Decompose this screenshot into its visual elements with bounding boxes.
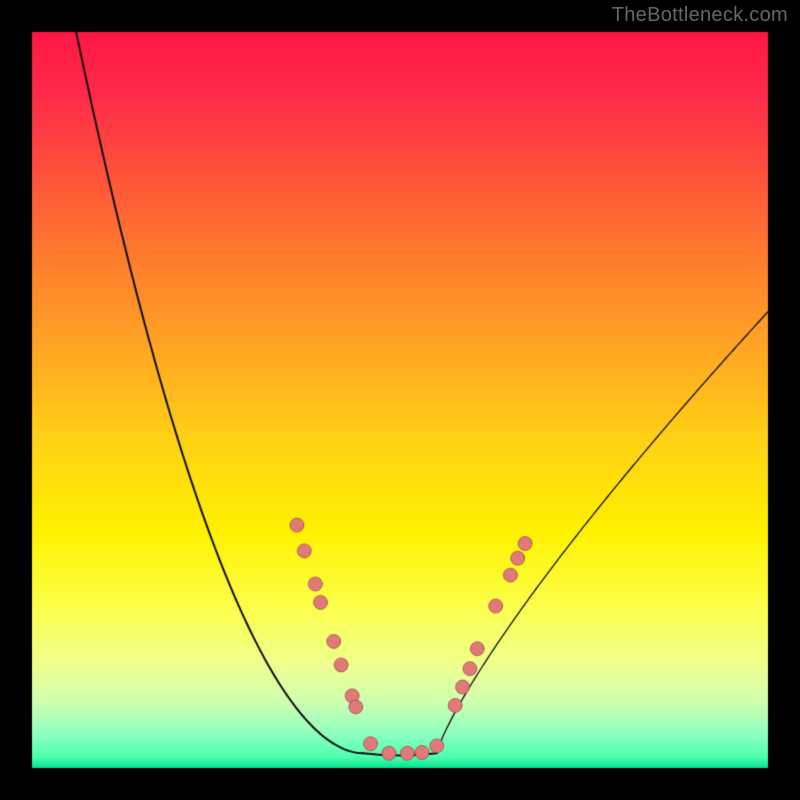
chart-root: TheBottleneck.com xyxy=(0,0,800,800)
bottleneck-v-curve-chart xyxy=(0,0,800,800)
watermark-text: TheBottleneck.com xyxy=(612,4,788,27)
